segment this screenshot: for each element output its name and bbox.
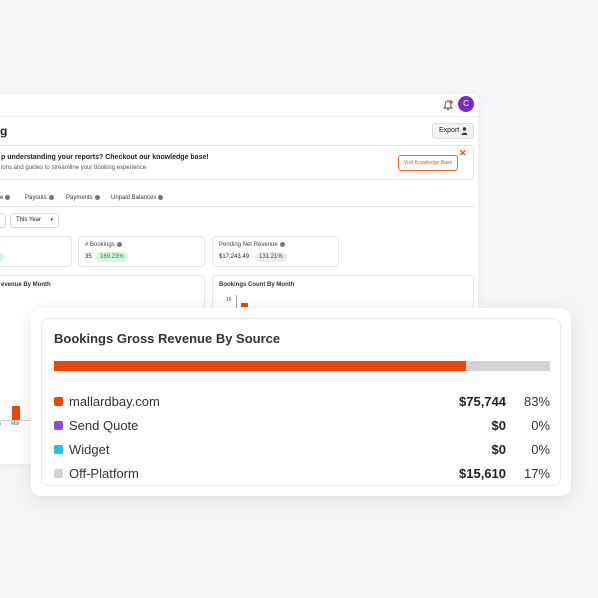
stat-label: # Bookings bbox=[85, 242, 122, 248]
visit-knowledge-base-button[interactable]: Visit Knowledge Base bbox=[398, 155, 458, 171]
tab-label: e bbox=[0, 195, 4, 202]
share-bar-segment bbox=[54, 361, 466, 371]
info-icon bbox=[48, 195, 54, 200]
stat-value: $17,243.49 bbox=[219, 254, 250, 260]
info-icon bbox=[116, 242, 122, 247]
avatar[interactable]: C bbox=[458, 96, 474, 112]
source-percent: 0% bbox=[531, 418, 550, 433]
card-title: Bookings Gross Revenue By Source bbox=[54, 331, 281, 346]
info-icon bbox=[94, 195, 100, 200]
tabs-divider bbox=[0, 206, 474, 207]
source-name: Off-Platform bbox=[69, 466, 139, 481]
page-title: g bbox=[0, 124, 8, 138]
topbar-divider bbox=[0, 116, 478, 117]
source-amount: $0 bbox=[491, 442, 506, 457]
source-share-bar bbox=[54, 361, 550, 371]
info-icon bbox=[158, 195, 164, 200]
tab-label: Unpaid Balances bbox=[111, 195, 157, 202]
source-row-send-quote: Send Quote $0 0% bbox=[54, 417, 550, 435]
gross-revenue-card: Bookings Gross Revenue By Source mallard… bbox=[31, 308, 571, 496]
source-row-mallardbay: mallardbay.com $75,744 83% bbox=[54, 393, 550, 411]
axis-tick-label: Mar bbox=[11, 421, 20, 427]
legend-swatch bbox=[54, 469, 63, 478]
stat-label: Pending Net Revenue bbox=[219, 242, 285, 248]
banner-title: p understanding your reports? Checkout o… bbox=[1, 154, 209, 161]
close-icon[interactable]: ✕ bbox=[459, 148, 467, 158]
y-axis-line bbox=[236, 295, 237, 309]
tab-payments[interactable]: Payments bbox=[66, 195, 100, 201]
source-percent: 0% bbox=[531, 442, 550, 457]
source-percent: 83% bbox=[523, 394, 550, 409]
period-select[interactable]: This Year ▾ bbox=[10, 213, 59, 228]
axis-tick-label: 16 bbox=[226, 297, 232, 303]
info-icon bbox=[279, 242, 285, 247]
axis-tick-label: n bbox=[0, 421, 1, 427]
source-percent: 17% bbox=[523, 466, 550, 481]
source-name: Send Quote bbox=[69, 418, 139, 433]
export-label: Export bbox=[439, 127, 460, 134]
tab-payouts[interactable]: Payouts bbox=[25, 195, 54, 201]
tab-label: Payments bbox=[66, 195, 93, 202]
source-name: Widget bbox=[69, 442, 110, 457]
source-row-widget: Widget $0 0% bbox=[54, 441, 550, 459]
change-badge: 169.23% bbox=[96, 252, 128, 262]
stat-card-bookings: # Bookings 35 169.23% bbox=[78, 236, 205, 267]
legend-swatch bbox=[54, 397, 63, 406]
source-row-off-platform: Off-Platform $15,610 17% bbox=[54, 465, 550, 483]
legend-swatch bbox=[54, 421, 63, 430]
panel-title: Bookings Count By Month bbox=[219, 282, 295, 288]
chart-bar bbox=[12, 406, 20, 420]
info-icon bbox=[5, 195, 11, 200]
x-axis-line bbox=[0, 420, 30, 421]
filter-select[interactable] bbox=[0, 213, 6, 228]
source-name: mallardbay.com bbox=[69, 394, 160, 409]
panel-title: evenue By Month bbox=[1, 282, 51, 288]
stat-card-pending-net-revenue: Pending Net Revenue $17,243.49 131.21% bbox=[212, 236, 339, 267]
gross-revenue-panel: Bookings Gross Revenue By Source mallard… bbox=[41, 318, 561, 486]
period-value: This Year bbox=[16, 217, 42, 223]
chevron-down-icon: ▾ bbox=[50, 217, 53, 223]
knowledge-base-banner: p understanding your reports? Checkout o… bbox=[0, 145, 474, 180]
source-amount: $15,610 bbox=[459, 466, 506, 481]
tab-revenue[interactable]: e bbox=[0, 195, 11, 202]
tab-label: Payouts bbox=[25, 195, 47, 202]
banner-subtitle: ions and guides to streamline your booki… bbox=[1, 165, 147, 171]
export-button[interactable]: Export bbox=[432, 123, 474, 139]
legend-swatch bbox=[54, 445, 63, 454]
source-amount: $0 bbox=[491, 418, 506, 433]
share-bar-segment bbox=[465, 361, 550, 371]
change-badge: 0% bbox=[0, 252, 4, 262]
source-amount: $75,744 bbox=[459, 394, 506, 409]
chart-bar bbox=[241, 303, 248, 307]
tab-unpaid-balances[interactable]: Unpaid Balances bbox=[111, 195, 164, 202]
bell-icon[interactable] bbox=[443, 100, 453, 111]
change-badge: 131.21% bbox=[255, 252, 287, 262]
person-icon bbox=[461, 127, 468, 135]
stat-value: 35 bbox=[85, 254, 92, 260]
stat-card-revenue: 0% bbox=[0, 236, 72, 267]
